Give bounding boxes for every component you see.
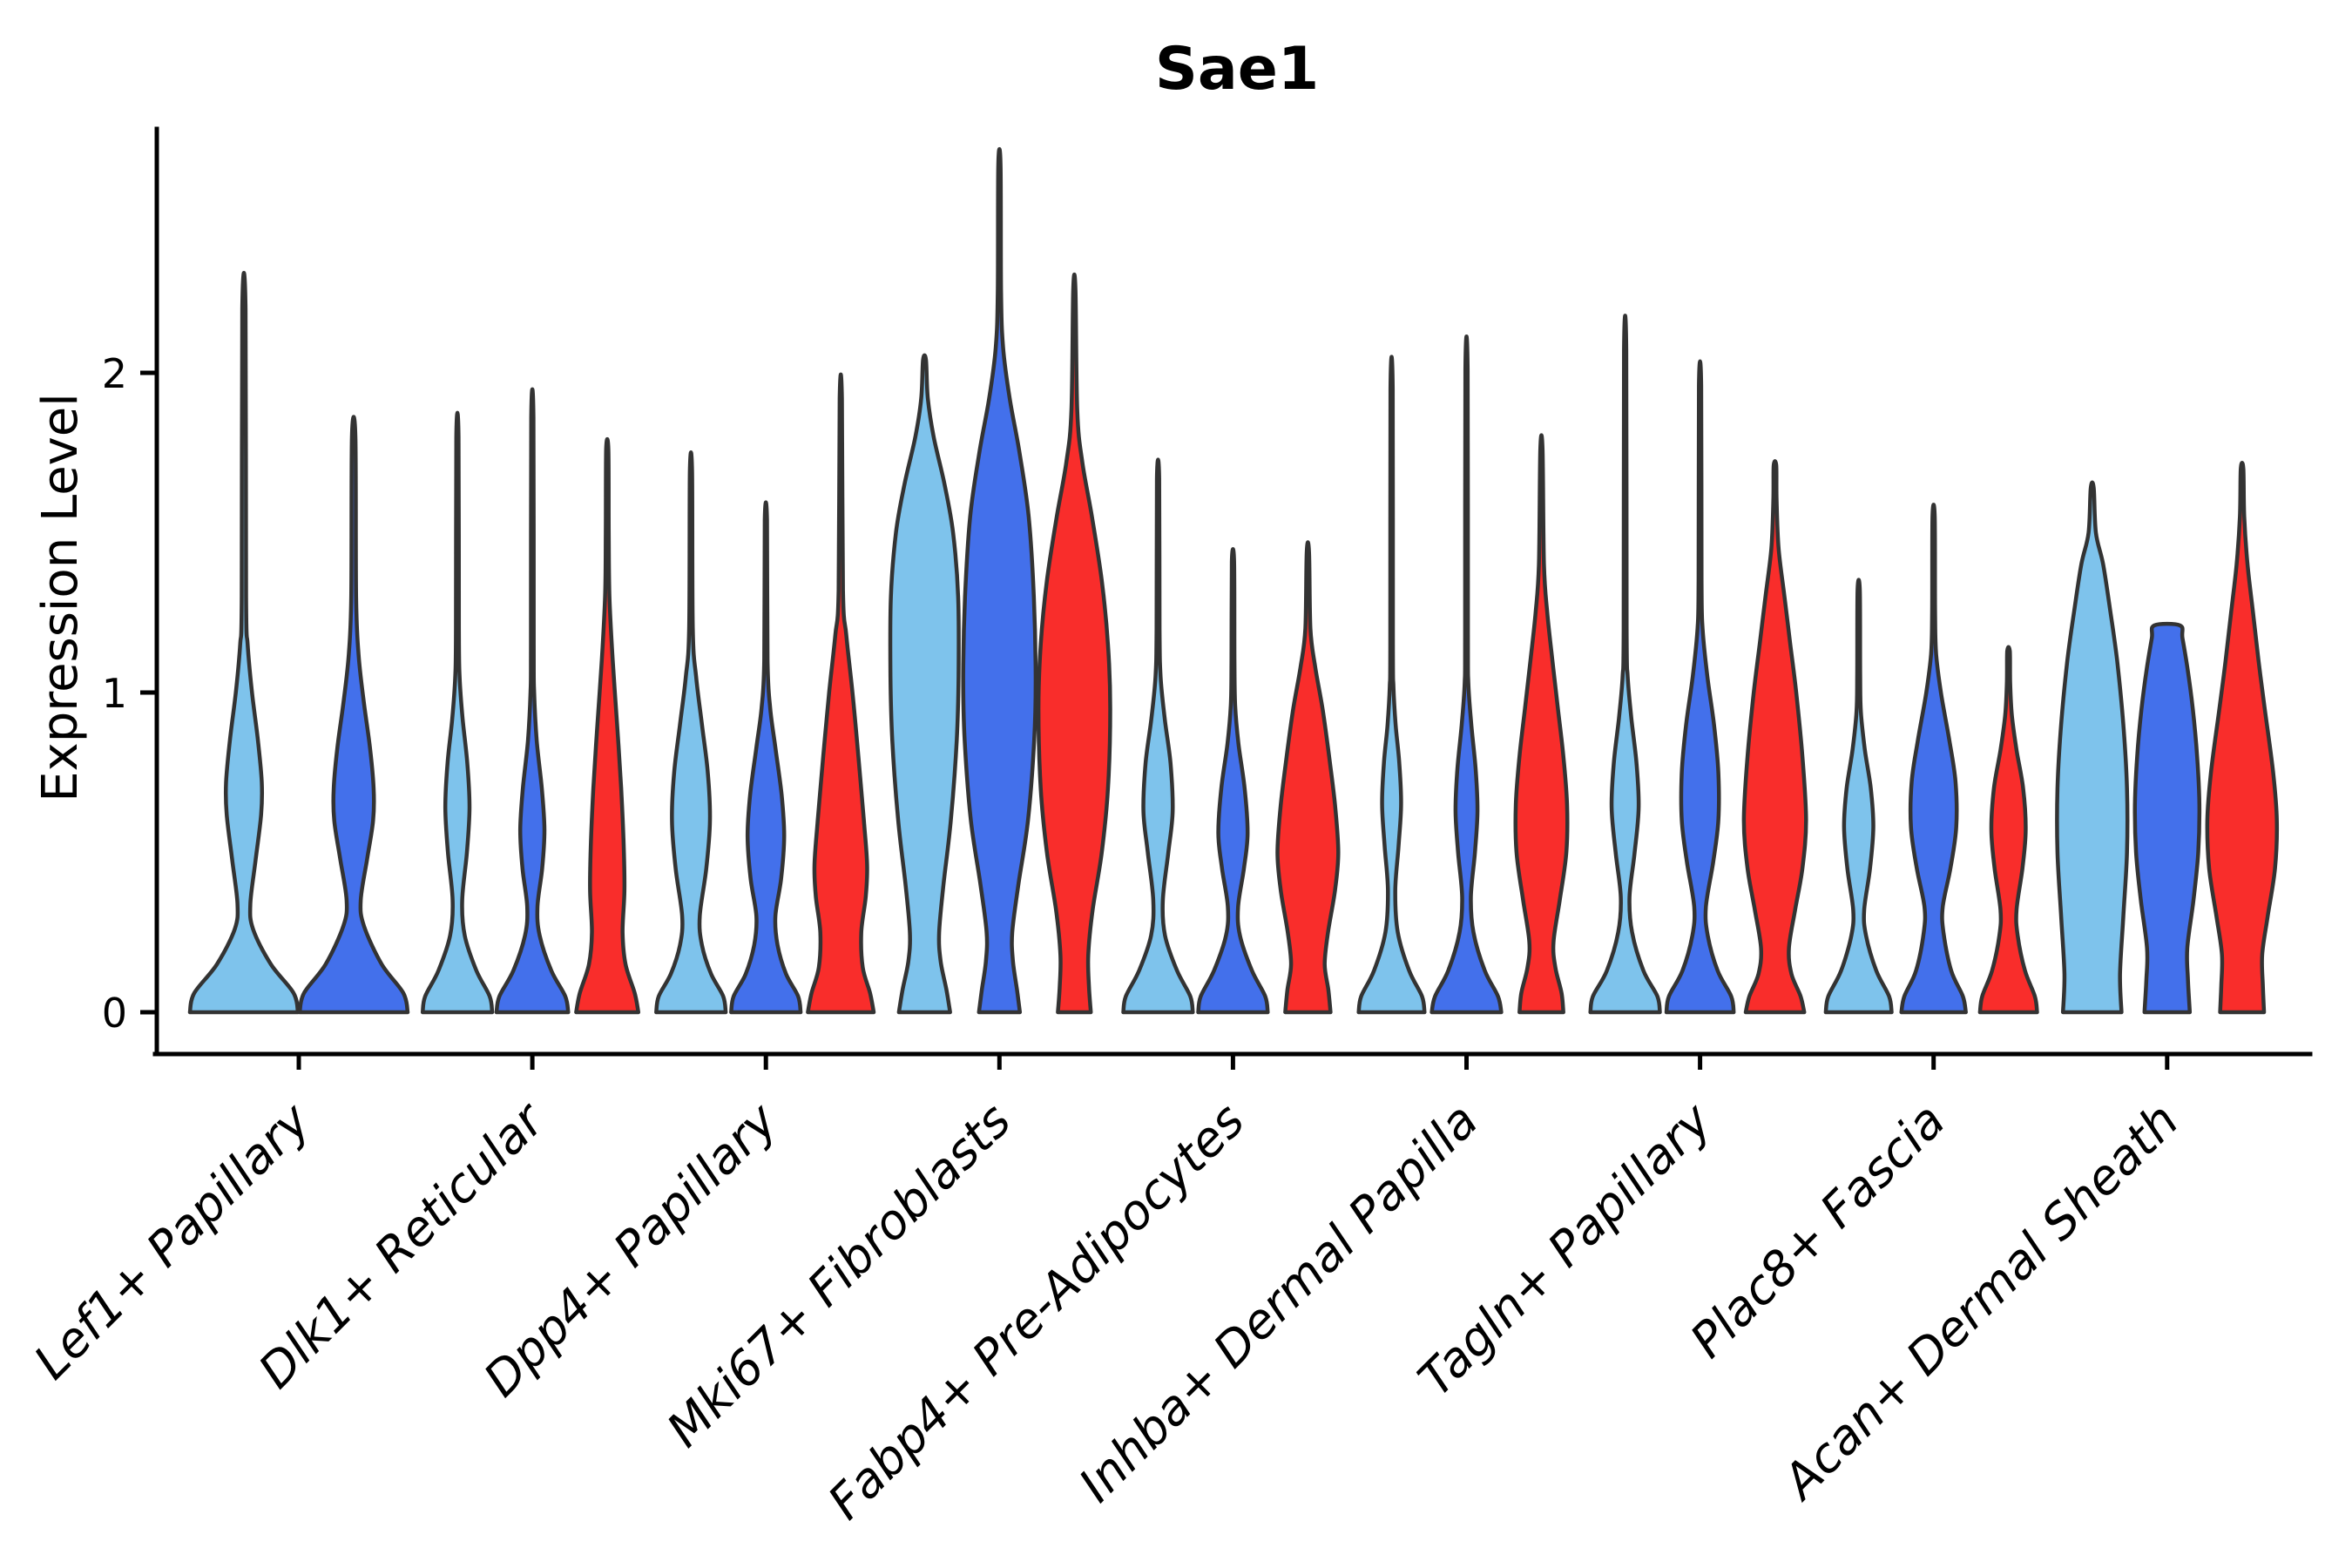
violin-red	[1036, 272, 1112, 1015]
plot-title: Sae1	[1155, 35, 1319, 104]
violin-dark_blue	[1196, 547, 1270, 1015]
violin-red	[1741, 459, 1808, 1015]
violin-red	[1977, 645, 2039, 1015]
violin-dark_blue	[961, 146, 1038, 1015]
violin-dark_blue	[729, 500, 803, 1015]
violin-dark_blue	[494, 387, 571, 1015]
y-tick-label-1: 1	[102, 670, 127, 717]
y-axis-label: Expression Level	[32, 393, 89, 802]
violin-dark_blue	[1899, 503, 1968, 1015]
violin-light_blue	[654, 450, 728, 1015]
violin-light_blue	[420, 410, 495, 1015]
violin-dark_blue	[1429, 335, 1504, 1015]
x-axis-ticks	[296, 1054, 2170, 1070]
violin-dark_blue	[2132, 621, 2202, 1015]
y-tick-label-2: 2	[102, 350, 127, 397]
violins-layer	[187, 146, 2280, 1015]
violin-light_blue	[2055, 480, 2130, 1015]
violin-light_blue	[187, 271, 301, 1015]
violin-red	[574, 436, 641, 1015]
y-axis: 0 1 2	[102, 126, 159, 1057]
violin-red	[806, 372, 876, 1015]
violin-light_blue	[1588, 314, 1662, 1015]
violin-light_blue	[888, 353, 961, 1015]
violin-dark_blue	[1664, 359, 1736, 1015]
violin-red	[2205, 460, 2280, 1015]
violin-dark_blue	[297, 415, 410, 1015]
y-tick-label-0: 0	[102, 990, 127, 1037]
violin-light_blue	[1356, 355, 1427, 1015]
violin-red	[1513, 433, 1570, 1015]
violin-light_blue	[1823, 578, 1894, 1015]
violin-light_blue	[1121, 457, 1195, 1015]
violin-red	[1275, 540, 1341, 1015]
